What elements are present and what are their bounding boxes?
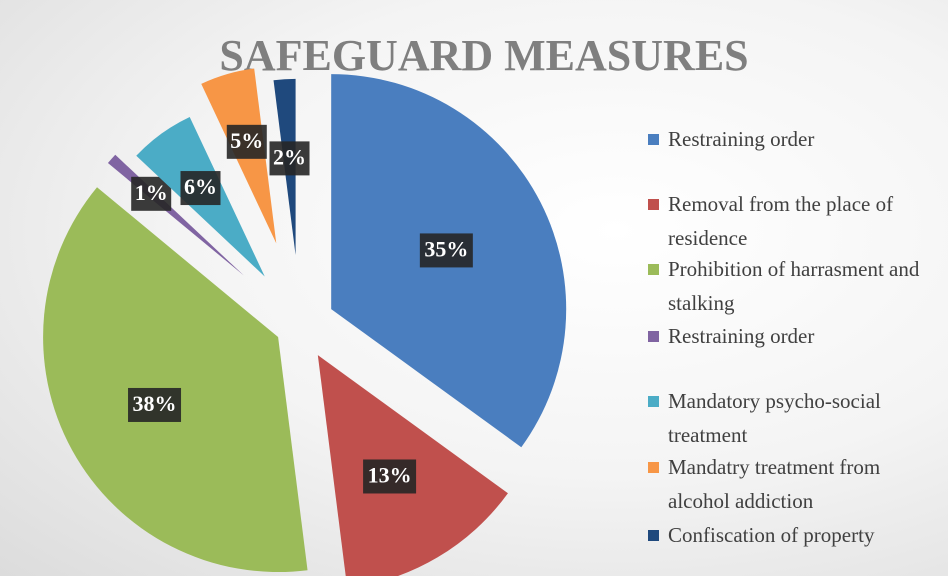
data-label: 38% [128, 387, 182, 422]
legend-item: Prohibition of harrasment and stalking [648, 252, 943, 320]
label-text: 13% [368, 463, 412, 488]
legend-item: Removal from the place of residence [648, 187, 943, 255]
legend-swatch [648, 264, 659, 275]
data-label: 13% [363, 459, 417, 494]
label-box [180, 171, 221, 206]
legend-label: Restraining order [668, 127, 815, 151]
label-text: 38% [133, 391, 177, 416]
label-box [419, 233, 473, 268]
legend-label: Mandatry treatment from alcohol addictio… [668, 455, 881, 513]
legend-label: Removal from the place of residence [668, 192, 894, 250]
label-text: 35% [424, 236, 468, 261]
label-text: 2% [273, 144, 306, 169]
legend-swatch [648, 134, 659, 145]
chart-title: SAFEGUARD MEASURES [219, 31, 748, 80]
legend-label: Mandatory psycho-social treatment [668, 389, 881, 447]
legend-label: Restraining order [668, 324, 815, 348]
legend-label: Prohibition of harrasment and stalking [668, 257, 920, 315]
legend-label: Confiscation of property [668, 523, 875, 547]
data-label: 1% [131, 176, 172, 211]
legend-item: Mandatry treatment from alcohol addictio… [648, 450, 943, 518]
label-box [363, 459, 417, 494]
legend-item: Confiscation of property [648, 518, 943, 552]
legend-item: Mandatory psycho-social treatment [648, 384, 943, 452]
label-box [131, 176, 172, 211]
data-label: 6% [180, 171, 221, 206]
legend-item: Restraining order [648, 319, 943, 353]
label-text: 5% [230, 128, 263, 153]
label-text: 6% [184, 174, 217, 199]
legend-swatch [648, 396, 659, 407]
legend-swatch [648, 199, 659, 210]
legend-swatch [648, 331, 659, 342]
legend-swatch [648, 462, 659, 473]
label-box [128, 387, 182, 422]
legend-item: Restraining order [648, 122, 943, 156]
data-label: 2% [269, 141, 310, 176]
label-text: 1% [135, 180, 168, 205]
data-label: 35% [419, 233, 473, 268]
data-label: 5% [226, 124, 267, 159]
label-box [226, 124, 267, 159]
pie-slice [43, 187, 308, 573]
legend-swatch [648, 530, 659, 541]
label-box [269, 141, 310, 176]
